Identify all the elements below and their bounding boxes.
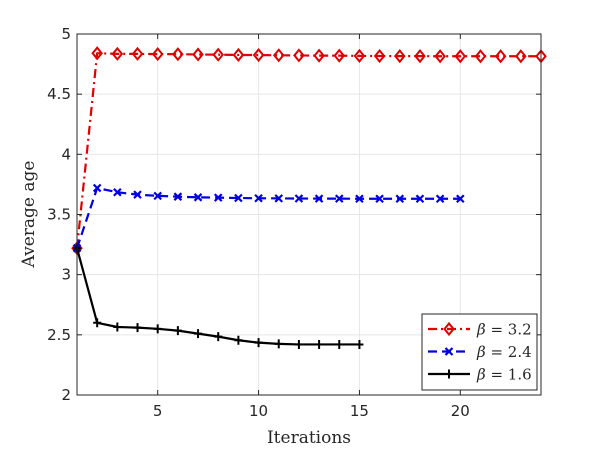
data-point — [272, 48, 285, 63]
legend-item: β = 3.2 — [428, 321, 532, 339]
data-point — [232, 47, 245, 63]
data-point — [113, 322, 122, 332]
y-tick-label: 2 — [61, 386, 71, 404]
data-point — [92, 183, 102, 193]
data-point — [434, 49, 446, 64]
y-tick-label: 4 — [61, 145, 71, 163]
data-point — [355, 339, 364, 349]
data-point — [294, 194, 304, 203]
legend: β = 3.2β = 2.4β = 1.6 — [421, 313, 538, 391]
data-point — [355, 194, 364, 204]
data-point — [494, 49, 507, 64]
data-point — [375, 194, 384, 204]
legend-item: β = 1.6 — [428, 366, 532, 384]
data-point — [252, 47, 265, 63]
data-point — [313, 48, 325, 63]
data-point — [335, 339, 344, 349]
data-point — [113, 187, 122, 197]
data-point — [474, 49, 487, 64]
legend-label-value: = 1.6 — [486, 366, 532, 384]
data-point — [314, 194, 324, 203]
series-layer — [71, 46, 547, 349]
data-point — [131, 46, 144, 61]
data-point — [173, 326, 182, 336]
data-point — [212, 47, 225, 62]
data-point — [192, 47, 204, 62]
data-point — [151, 47, 164, 62]
y-axis-label: Average age — [19, 161, 39, 269]
data-point — [456, 194, 465, 204]
x-tick-label: 5 — [153, 402, 163, 420]
data-point — [172, 47, 184, 62]
data-point — [353, 48, 366, 63]
data-point — [254, 338, 263, 348]
legend-label-symbol: β — [476, 321, 486, 339]
data-point — [194, 329, 203, 339]
data-point — [193, 193, 203, 202]
data-point — [515, 49, 527, 64]
data-point — [454, 49, 467, 64]
data-point — [373, 48, 386, 64]
data-point — [274, 194, 284, 203]
data-point — [93, 318, 102, 328]
data-point — [414, 49, 426, 64]
legend-label-symbol: β — [476, 366, 486, 384]
x-axis-label: Iterations — [267, 428, 351, 448]
series-1 — [71, 46, 547, 256]
x-tick-label: 15 — [350, 402, 369, 420]
series-3 — [73, 243, 364, 349]
data-point — [293, 48, 305, 63]
legend-label-value: = 3.2 — [486, 321, 532, 339]
y-tick-label: 2.5 — [47, 326, 71, 344]
data-point — [111, 46, 124, 61]
legend-marker — [443, 321, 455, 337]
data-point — [153, 324, 162, 334]
legend-label-symbol: β — [476, 343, 486, 361]
data-point — [294, 339, 303, 349]
legend-label: β = 2.4 — [476, 343, 532, 361]
data-point — [234, 193, 243, 203]
legend-item: β = 2.4 — [428, 343, 532, 361]
x-tick-label: 20 — [451, 402, 470, 420]
data-point — [395, 194, 405, 204]
data-point — [153, 191, 162, 201]
data-point — [254, 193, 263, 203]
data-point — [214, 332, 223, 342]
data-point — [274, 339, 283, 349]
legend-label: β = 1.6 — [476, 366, 532, 384]
axis-ticks: 5 10 15 20 2 2.5 3 3.5 4 4.5 5 — [47, 25, 541, 420]
data-point — [315, 339, 324, 349]
data-point — [173, 192, 183, 201]
x-tick-label: 10 — [249, 402, 268, 420]
legend-label: β = 3.2 — [476, 321, 532, 339]
data-point — [234, 335, 243, 345]
data-point — [333, 48, 346, 63]
data-point — [415, 194, 425, 204]
data-point — [133, 190, 142, 199]
y-tick-label: 5 — [61, 25, 71, 43]
legend-marker — [445, 369, 453, 379]
legend-label-value: = 2.4 — [486, 343, 532, 361]
y-tick-label: 3 — [61, 266, 71, 284]
data-point — [213, 193, 223, 202]
data-point — [393, 49, 406, 64]
y-tick-label: 3.5 — [47, 206, 71, 224]
data-point — [435, 194, 445, 204]
data-point — [91, 46, 103, 61]
y-tick-label: 4.5 — [47, 85, 71, 103]
legend-box — [421, 313, 538, 391]
series-2 — [72, 183, 465, 253]
data-point — [334, 194, 344, 203]
data-point — [133, 323, 142, 333]
legend-marker — [444, 347, 454, 356]
